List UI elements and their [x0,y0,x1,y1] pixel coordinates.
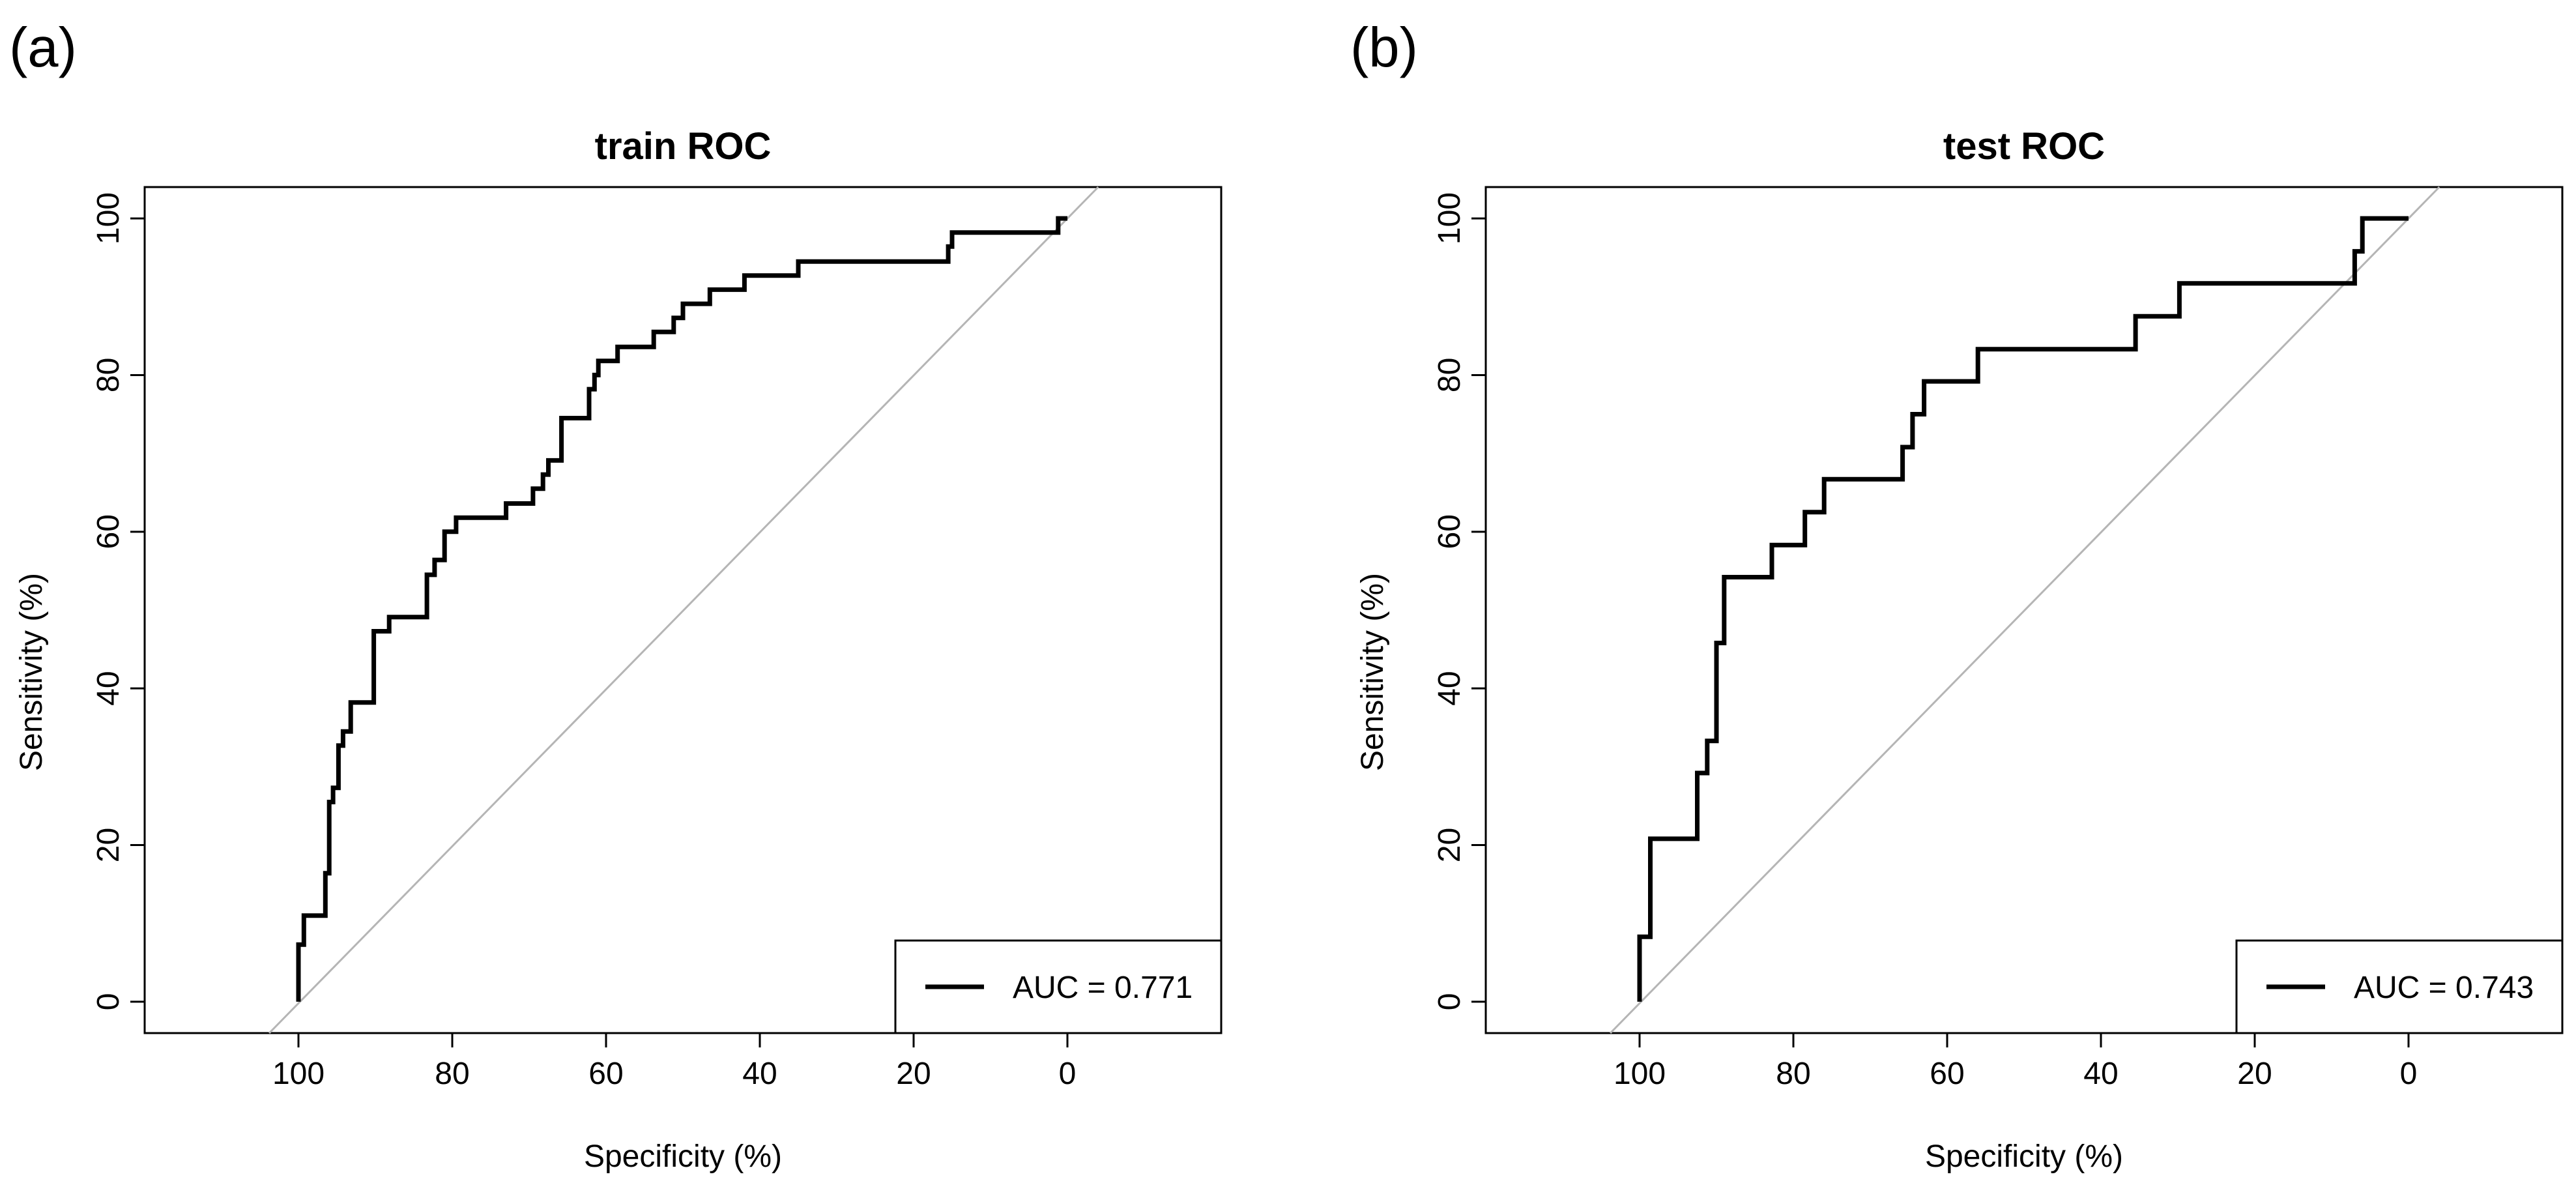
y-tick-label: 20 [91,828,126,862]
chart-title: test ROC [1943,125,2105,168]
y-tick-label: 40 [91,671,126,705]
roc-curve-line [296,216,1067,1002]
x-tick-label: 0 [2400,1057,2418,1091]
x-tick-label: 100 [272,1057,325,1091]
x-tick-label: 20 [2237,1057,2272,1091]
legend-label: AUC = 0.743 [2354,971,2534,1005]
x-axis-label: Specificity (%) [584,1139,782,1174]
y-tick-label: 60 [91,514,126,549]
plot-area: 100 80 60 40 20 0 0 20 40 60 80 100 AUC = 0.743 [1432,186,2564,1091]
x-tick-label: 40 [2083,1057,2118,1091]
x-tick-label: 100 [1614,1057,1666,1091]
chart-panel-b: (b) test ROC Specificity (%) Sensitivity… [1341,0,2576,1183]
legend-label: AUC = 0.771 [1013,971,1193,1005]
panel-tag: (a) [9,17,77,79]
x-tick-label: 80 [1776,1057,1810,1091]
x-tick-label: 80 [435,1057,469,1091]
y-axis-label: Sensitivity (%) [14,573,49,771]
x-tick-label: 60 [588,1057,623,1091]
y-tick-label: 80 [91,358,126,392]
y-tick-label: 80 [1432,358,1467,392]
y-tick-label: 20 [1432,828,1467,862]
y-tick-label: 40 [1432,671,1467,705]
x-tick-label: 60 [1930,1057,1964,1091]
x-tick-label: 20 [896,1057,931,1091]
y-axis-label: Sensitivity (%) [1355,573,1390,771]
chart-title: train ROC [595,125,772,168]
chart-svg: (b) test ROC Specificity (%) Sensitivity… [1350,17,2564,1174]
y-tick-label: 100 [1432,192,1467,244]
x-axis-label: Specificity (%) [1925,1139,2123,1174]
reference-diagonal [268,186,1099,1034]
x-tick-label: 0 [1059,1057,1077,1091]
roc-curve-line [1637,216,2409,1002]
y-tick-label: 0 [91,993,126,1011]
reference-diagonal [1610,186,2440,1034]
panel-tag: (b) [1350,17,1418,79]
x-tick-label: 40 [742,1057,777,1091]
y-tick-label: 100 [91,192,126,244]
y-tick-label: 60 [1432,514,1467,549]
chart-panel-a: (a) train ROC Specificity (%) Sensitivit… [9,17,1223,1174]
chart-svg: (a) train ROC Specificity (%) Sensitivit… [9,17,1223,1174]
y-tick-label: 0 [1432,993,1467,1011]
plot-area: 100 80 60 40 20 0 0 20 40 60 80 100 AUC = 0.771 [91,186,1223,1091]
